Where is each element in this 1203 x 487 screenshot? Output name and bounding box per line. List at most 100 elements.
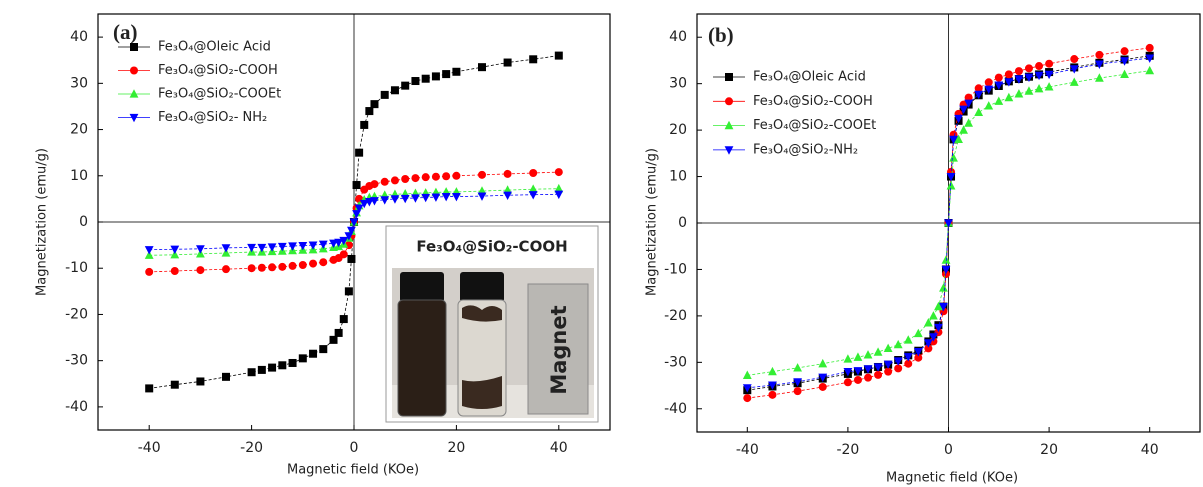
legend-marker (129, 89, 139, 98)
data-point (170, 245, 180, 255)
data-point (974, 84, 983, 93)
data-point (768, 390, 777, 399)
data-point (144, 250, 154, 259)
data-point (257, 365, 266, 374)
data-point (196, 266, 205, 275)
data-point (873, 363, 883, 372)
data-point (903, 353, 913, 362)
data-point (984, 78, 993, 87)
data-point (339, 315, 348, 324)
data-point (1145, 43, 1154, 52)
data-point (247, 264, 256, 273)
data-point (874, 370, 883, 379)
data-point (939, 283, 948, 292)
y-tick-label: -30 (664, 354, 687, 370)
data-point (360, 120, 369, 129)
data-point (1004, 92, 1014, 102)
data-point (1120, 69, 1129, 78)
data-point (923, 339, 933, 348)
y-tick-label: 30 (669, 76, 687, 92)
legend-marker (129, 113, 139, 123)
data-point (768, 381, 777, 390)
data-point (941, 255, 951, 264)
data-point (528, 184, 538, 193)
data-point (994, 73, 1003, 82)
data-point (913, 328, 923, 338)
inset-title: Fe₃O₄@SiO₂-COOH (416, 238, 567, 256)
data-point (853, 375, 862, 384)
data-point (380, 177, 389, 186)
legend-marker (725, 97, 733, 106)
data-point (452, 67, 461, 76)
x-tick-label: 40 (1141, 442, 1159, 458)
data-point (1024, 73, 1034, 82)
data-point (370, 180, 379, 189)
data-point (959, 105, 968, 115)
x-tick-label: -20 (240, 440, 263, 456)
y-tick-label: 30 (70, 75, 88, 91)
legend-label: Fe₃O₄@SiO₂-COOEt (753, 118, 876, 133)
data-point (196, 245, 205, 254)
data-point (1145, 65, 1155, 75)
data-point (1014, 67, 1023, 76)
data-point (884, 367, 893, 376)
data-point (1014, 75, 1024, 84)
legend-label: Fe₃O₄@SiO₂-COOEt (158, 87, 281, 102)
data-point (477, 192, 487, 201)
data-point (959, 125, 968, 134)
data-point (554, 168, 563, 177)
x-tick-label: -40 (736, 442, 759, 458)
data-point (411, 77, 420, 86)
data-point (843, 378, 852, 387)
data-point (347, 226, 356, 236)
data-point (1070, 55, 1079, 64)
data-point (939, 303, 948, 312)
data-point (339, 236, 349, 246)
data-point (308, 241, 318, 250)
y-tick-label: 0 (79, 214, 88, 230)
data-point (221, 244, 231, 253)
data-point (1034, 71, 1044, 81)
data-point (941, 265, 951, 275)
data-point (793, 378, 802, 387)
data-point (257, 263, 266, 272)
data-point (1120, 47, 1129, 56)
data-point (1004, 78, 1014, 87)
data-point (442, 70, 451, 79)
data-point (984, 101, 994, 110)
data-point (554, 51, 563, 60)
data-point (818, 373, 828, 382)
data-point (818, 358, 828, 368)
data-point (528, 191, 538, 200)
data-point (793, 387, 802, 396)
data-point (1095, 50, 1104, 59)
data-point (309, 259, 318, 268)
x-tick-label: 40 (550, 440, 568, 456)
legend-label: Fe₃O₄@SiO₂-NH₂ (753, 142, 858, 157)
data-point (145, 267, 154, 276)
data-point (742, 370, 752, 379)
data-point (893, 339, 903, 349)
data-point (278, 262, 287, 271)
data-point (742, 384, 752, 393)
x-tick-label: -20 (836, 442, 859, 458)
data-point (883, 343, 893, 352)
data-point (944, 219, 953, 228)
data-point (431, 193, 441, 202)
data-point (370, 100, 379, 109)
data-point (883, 360, 893, 369)
data-point (298, 241, 308, 251)
data-point (1095, 60, 1104, 69)
data-point (994, 81, 1004, 90)
data-point (529, 55, 538, 64)
data-point (1035, 62, 1044, 71)
y-tick-label: -20 (65, 306, 88, 322)
data-point (390, 86, 399, 95)
data-point (934, 301, 943, 311)
data-point (929, 333, 938, 342)
data-point (349, 218, 359, 227)
inset-photo: Fe₃O₄@SiO₂-COOH Magnet (385, 225, 599, 423)
data-point (1044, 82, 1054, 91)
panel-label: (b) (708, 23, 734, 47)
data-point (257, 243, 267, 253)
